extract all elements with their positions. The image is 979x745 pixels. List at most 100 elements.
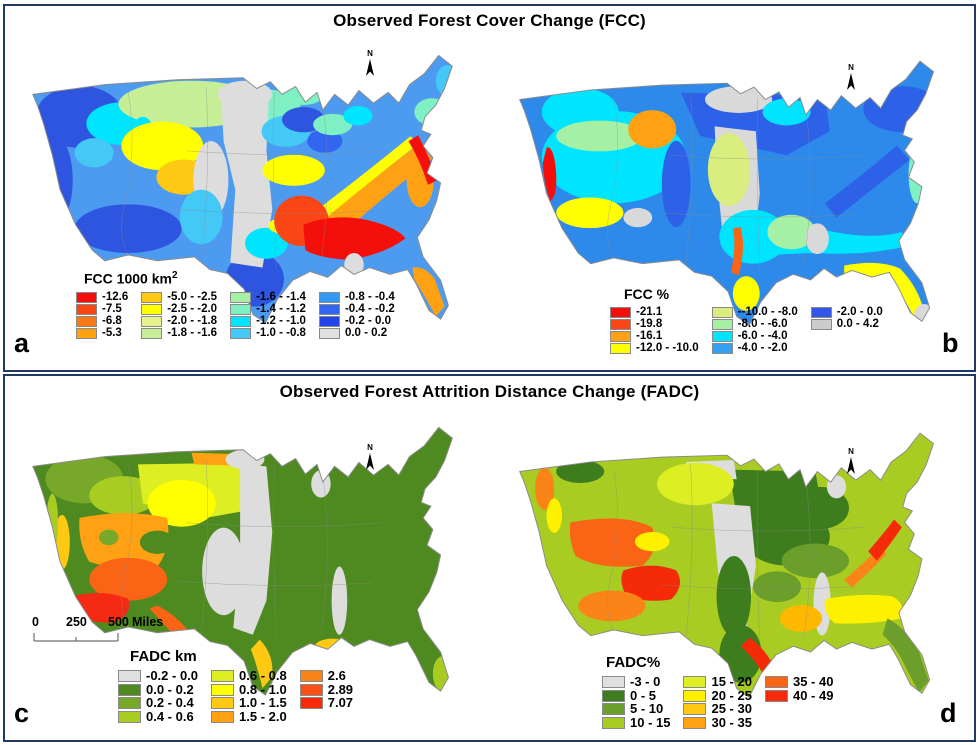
legend-swatch [683,676,707,689]
legend-label: 2.89 [327,681,354,697]
legend-label: 0.0 - 4.2 [836,318,879,330]
legend-swatch [230,315,252,327]
legend-item: 2.6 [299,669,353,683]
legend-label: -5.0 - -2.5 [167,290,218,303]
legend-label: -6.8 [102,314,122,327]
legend-item: 5 - 10 [602,702,670,716]
legend-swatch [118,697,141,710]
legend-swatch [76,327,97,339]
legend-swatch [141,327,163,339]
legend-swatch [211,683,235,696]
legend-fcc-percent-title: FCC % [624,286,670,302]
legend-swatch [230,303,252,315]
legend-item: -0.4 - -0.2 [318,303,395,315]
legend-item: -0.2 - 0.0 [118,668,199,683]
legend-swatch [230,291,252,303]
legend-swatch [602,703,625,716]
legend-swatch [76,303,97,315]
panel-letter-d: d [940,698,957,728]
legend-swatch [610,343,631,354]
legend-swatch [318,303,340,315]
legend-label: -6.0 - -4.0 [737,330,788,342]
legend-item: -1.4 - -1.2 [230,303,306,315]
legend-item: 0.0 - 4.2 [810,318,883,330]
north-arrow-icon [366,453,374,470]
panel-letter-c: c [14,698,30,728]
legend-swatch [711,307,733,318]
legend-item: -6.8 [76,314,128,327]
map-fadc-km [32,426,453,696]
legend-swatch [810,319,832,330]
legend-swatch [211,670,235,683]
legend-item: -1.8 - -1.6 [141,327,217,339]
legend-swatch [602,716,625,729]
legend-label: -12.6 [102,290,129,303]
legend-item: 25 - 30 [683,701,752,716]
legend-item: -8.0 - -6.0 [711,318,798,330]
legend-swatch [118,710,141,723]
legend-label: -16.1 [636,330,663,342]
legend-label: -5.3 [102,326,122,339]
legend-label: 0.2 - 0.4 [146,695,194,710]
legend-label: -0.2 - 0.0 [146,668,199,683]
legend-label: 30 - 35 [711,714,752,730]
legend-label: 40 - 49 [792,687,834,703]
legend-item: 15 - 20 [683,674,752,689]
scale-bar: 0 250 500 Miles [26,614,186,653]
legend-label: -7.5 [102,302,122,315]
legend-swatch [76,291,97,303]
panel-letter-b: b [942,328,959,358]
legend-item: 2.89 [299,681,354,697]
legend-label: -0.2 - 0.0 [344,314,391,327]
legend-item: -2.5 - -2.0 [141,303,217,315]
legend-swatch [118,683,141,696]
north-arrow: N [843,64,859,97]
legend-swatch [318,327,340,339]
legend-item: -6.0 - -4.0 [711,330,798,342]
legend-item: 40 - 49 [764,687,834,703]
svg-text:250: 250 [66,615,87,629]
legend-item: --10.0 - -8.0 [711,306,798,318]
legend-item: 30 - 35 [683,714,752,730]
legend-label: 15 - 20 [711,674,752,689]
legend-label: -8.0 - -6.0 [737,318,788,330]
legend-swatch [299,683,323,696]
legend-fadc-km-title: FADC km [130,648,197,665]
legend-label: 0 - 5 [630,687,657,703]
legend-fadc-km: FADC km -0.2 - 0.0 0.0 - 0.2 0.2 - 0.4 0.4 … [118,648,353,723]
legend-swatch [141,291,163,303]
north-arrow: N [843,448,859,481]
legend-swatch [230,327,252,339]
legend-label: -12.0 - -10.0 [636,342,699,354]
legend-fcc-percent: FCC % -21.1 -19.8 -16.1 -12.0 - -10.0 --10.0… [610,286,883,354]
legend-item: -2.0 - -1.8 [141,314,218,327]
legend-fcc-km: FCC 1000 km2 -12.6 -7.5 -6.8 -5.3 -5.0 - -2.… [76,270,395,339]
north-arrow-icon [847,457,855,474]
legend-label: 25 - 30 [711,701,752,716]
legend-item: -19.8 [610,318,699,330]
legend-item: 0 - 5 [602,687,670,703]
legend-item: -1.0 - -0.8 [230,327,306,339]
legend-label: -19.8 [636,318,663,330]
legend-swatch [683,716,707,729]
north-arrow-icon [847,73,855,90]
legend-item: 0.2 - 0.4 [118,695,198,710]
legend-swatch [610,331,631,342]
legend-item: -5.0 - -2.5 [141,290,218,303]
legend-item: -7.5 [76,302,128,315]
legend-swatch [711,331,733,342]
legend-swatch [118,670,141,683]
legend-label: -1.6 - -1.4 [256,290,306,303]
panel-letter-a: a [14,328,30,358]
legend-fadc-percent-title: FADC% [606,654,661,671]
legend-swatch [610,307,631,318]
legend-item: 0.6 - 0.8 [211,669,287,683]
map-fadc-percent [519,432,934,698]
svg-text:500: 500 [108,615,129,629]
legend-label: 0.4 - 0.6 [146,708,194,724]
legend-swatch [764,689,788,702]
legend-label: -2.0 - -1.8 [167,314,218,327]
panel-fadc-title: Observed Forest Attrition Distance Chang… [279,382,700,401]
legend-item: -4.0 - -2.0 [711,342,798,354]
